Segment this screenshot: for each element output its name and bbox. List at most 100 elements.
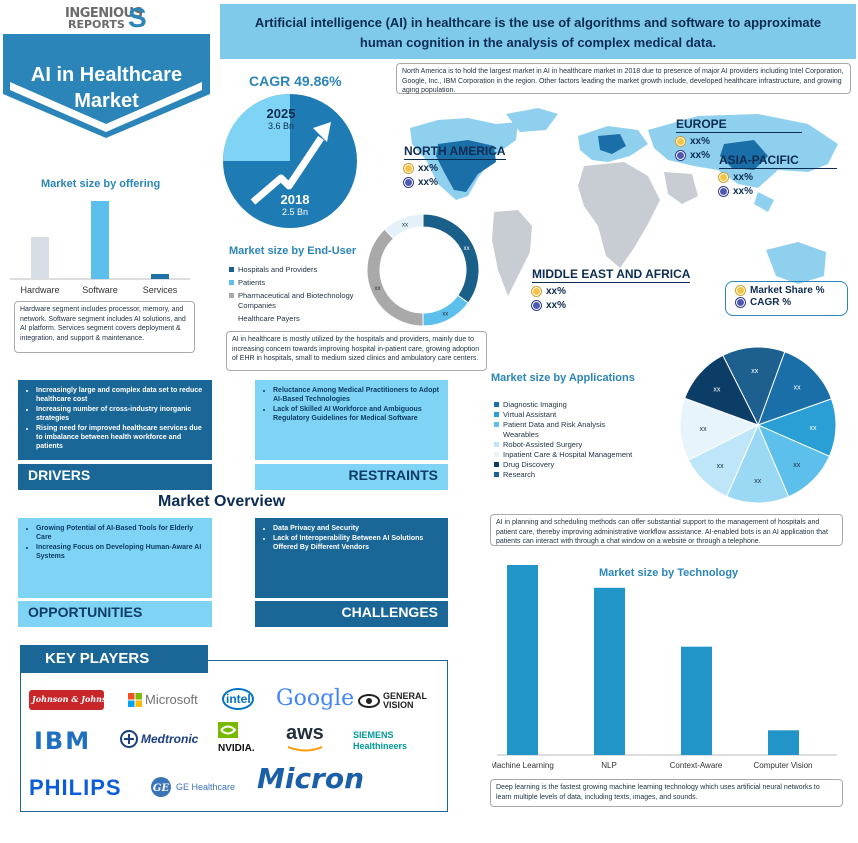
technology-category-label: Context-Aware bbox=[670, 761, 723, 770]
logo-nvidia: NVIDIA. bbox=[218, 722, 255, 754]
opportunities-item: Growing Potential of AI-Based Tools for … bbox=[36, 524, 208, 542]
region-europe: EUROPE xx% xx% bbox=[676, 117, 802, 161]
eye-icon bbox=[358, 694, 380, 708]
enduser-legend-label: Healthcare Payers bbox=[238, 314, 300, 323]
enduser-legend-label: Pharmaceutical and Biotechnology Compani… bbox=[238, 291, 354, 310]
cagr-circle bbox=[223, 94, 357, 228]
logo-google: Google bbox=[276, 686, 354, 711]
enduser-slice-label: xx bbox=[442, 312, 448, 318]
share-icon bbox=[736, 286, 745, 295]
restraints-box: Reluctance Among Medical Practitioners t… bbox=[255, 380, 448, 460]
region-cagr: xx% bbox=[546, 300, 567, 311]
drivers-list: Increasingly large and complex data set … bbox=[22, 386, 208, 451]
applications-note: AI in planning and scheduling methods ca… bbox=[490, 514, 843, 546]
applications-legend-label: Diagnostic Imaging bbox=[503, 400, 567, 409]
challenges-item: Data Privacy and Security bbox=[273, 524, 444, 533]
technology-category-label: Machine Learning bbox=[492, 761, 554, 770]
logo-siemens-text: SIEMENS Healthineers bbox=[353, 730, 408, 751]
enduser-slice-label: xx bbox=[402, 222, 408, 228]
legend-swatch bbox=[494, 432, 499, 437]
restraints-label: RESTRAINTS bbox=[255, 464, 448, 490]
offering-bar bbox=[151, 274, 169, 279]
legend-swatch bbox=[229, 280, 234, 285]
technology-bar bbox=[768, 730, 799, 755]
cagr-icon bbox=[676, 151, 685, 160]
key-players-panel bbox=[20, 660, 448, 812]
region-title: ASIA-PACIFIC bbox=[719, 153, 837, 169]
cagr-icon bbox=[719, 187, 728, 196]
share-icon bbox=[676, 137, 685, 146]
applications-legend-label: Virtual Assistant bbox=[503, 410, 557, 419]
opportunities-box: Growing Potential of AI-Based Tools for … bbox=[18, 518, 212, 598]
applications-slice-label: xx bbox=[713, 386, 721, 393]
logo-philips: PHILIPS bbox=[29, 775, 122, 800]
restraints-item: Lack of Skilled AI Workforce and Ambiguo… bbox=[273, 405, 444, 423]
applications-legend-item: Research bbox=[494, 470, 664, 480]
region-cagr: xx% bbox=[418, 177, 439, 188]
legend-swatch bbox=[494, 452, 499, 457]
cagr-icon bbox=[404, 178, 413, 187]
enduser-legend-item: Healthcare Payers bbox=[229, 314, 364, 324]
technology-bar bbox=[681, 646, 712, 755]
applications-legend-item: Drug Discovery bbox=[494, 460, 664, 470]
applications-legend-item: Patient Data and Risk Analysis bbox=[494, 420, 664, 430]
logo-microsoft: Microsoft bbox=[128, 692, 198, 707]
logo-ge-healthcare: GE GE Healthcare bbox=[150, 776, 235, 798]
applications-slice bbox=[757, 351, 833, 426]
cagr-year-end: 2025 bbox=[266, 106, 296, 121]
enduser-slice-label: xx bbox=[464, 246, 470, 252]
legend-swatch bbox=[494, 472, 499, 477]
logo-aws: aws bbox=[286, 722, 326, 753]
cagr-icon bbox=[736, 298, 745, 307]
logo-johnson-johnson bbox=[29, 690, 104, 710]
logo-aws-text: aws bbox=[286, 722, 324, 744]
applications-legend-label: Drug Discovery bbox=[503, 460, 555, 469]
logo-google-text: Google bbox=[276, 686, 355, 711]
region-share: xx% bbox=[418, 163, 439, 174]
share-icon bbox=[719, 173, 728, 182]
applications-slice bbox=[722, 346, 786, 427]
applications-legend-label: Inpatient Care & Hospital Management bbox=[503, 450, 633, 459]
title-chevron-shape bbox=[3, 34, 210, 138]
logo-general-vision-text: GENERAL VISION bbox=[383, 691, 427, 710]
svg-text:GE: GE bbox=[153, 783, 170, 794]
logo-nvidia-text: NVIDIA. bbox=[218, 743, 255, 754]
offering-category-label: Software bbox=[82, 285, 118, 295]
enduser-legend-item: Hospitals and Providers bbox=[229, 265, 364, 275]
legend-swatch bbox=[229, 293, 234, 298]
brand-s-mark: S bbox=[128, 2, 147, 33]
legend-swatch bbox=[494, 422, 499, 427]
applications-legend-item: Diagnostic Imaging bbox=[494, 400, 664, 410]
applications-legend-item: Inpatient Care & Hospital Management bbox=[494, 450, 664, 460]
drivers-item: Increasing number of cross-industry inor… bbox=[36, 405, 208, 423]
legend-swatch bbox=[494, 442, 499, 447]
enduser-note: AI in healthcare is mostly utilized by t… bbox=[226, 331, 487, 371]
offering-category-label: Services bbox=[143, 285, 178, 295]
restraints-item: Reluctance Among Medical Practitioners t… bbox=[273, 386, 444, 404]
drivers-item: Rising need for improved healthcare serv… bbox=[36, 424, 208, 451]
medtronic-icon bbox=[120, 730, 138, 748]
title-line1: AI in Healthcare bbox=[30, 64, 183, 86]
enduser-legend-item: Patients bbox=[229, 278, 364, 288]
technology-category-label: NLP bbox=[601, 761, 617, 770]
technology-bar bbox=[594, 587, 625, 755]
offering-category-label: Hardware bbox=[20, 285, 59, 295]
drivers-item: Increasingly large and complex data set … bbox=[36, 386, 208, 404]
enduser-legend: Hospitals and Providers Patients Pharmaceu… bbox=[229, 265, 364, 327]
logo-ge-text: GE Healthcare bbox=[176, 782, 236, 792]
challenges-box: Data Privacy and SecurityLack of Interop… bbox=[255, 518, 448, 598]
applications-legend-item: Wearables bbox=[494, 430, 664, 440]
offering-title: Market size by offering bbox=[41, 178, 161, 190]
region-share: xx% bbox=[733, 172, 754, 183]
offering-bar bbox=[31, 237, 49, 279]
enduser-legend-label: Hospitals and Providers bbox=[238, 265, 318, 274]
opportunities-label: OPPORTUNITIES bbox=[18, 601, 212, 627]
logo-medtronic: Medtronic bbox=[120, 730, 198, 748]
applications-slice-label: xx bbox=[794, 384, 802, 391]
technology-title: Market size by Technology bbox=[599, 567, 739, 579]
opportunities-list: Growing Potential of AI-Based Tools for … bbox=[22, 524, 208, 561]
ge-icon: GE bbox=[151, 777, 171, 797]
technology-bar bbox=[507, 565, 538, 755]
microsoft-icon bbox=[128, 692, 142, 707]
region-asia-pacific: ASIA-PACIFIC xx% xx% bbox=[719, 153, 837, 197]
